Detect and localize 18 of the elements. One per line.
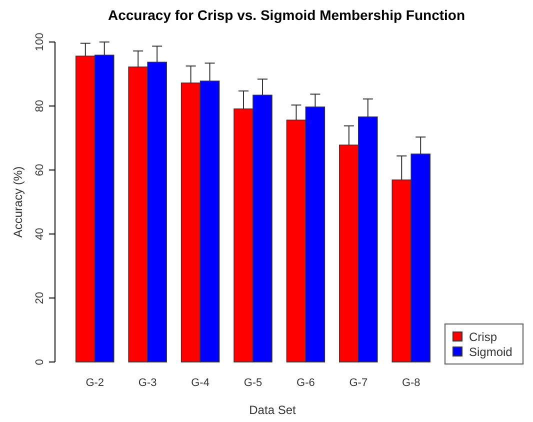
x-tick-label: G-5 (244, 377, 262, 389)
x-tick-label: G-4 (191, 377, 210, 389)
legend-label: Sigmoid (469, 345, 512, 359)
y-axis-title: Accuracy (%) (11, 166, 25, 238)
x-tick-label: G-8 (402, 377, 420, 389)
y-tick-label: 40 (34, 228, 46, 240)
y-tick-label: 0 (34, 358, 46, 366)
chart-title: Accuracy for Crisp vs. Sigmoid Membership Function (108, 7, 466, 23)
y-tick-label: 60 (34, 164, 46, 176)
x-tick-label: G-6 (296, 377, 315, 389)
legend-label: Crisp (469, 330, 498, 344)
x-tick-label: G-3 (138, 377, 157, 389)
y-tick-label: 100 (34, 32, 46, 52)
y-tick-label: 80 (34, 100, 46, 112)
x-tick-label: G-7 (349, 377, 368, 389)
x-tick-label: G-2 (86, 377, 104, 389)
x-axis-title: Data Set (249, 403, 297, 417)
y-tick-label: 20 (34, 292, 46, 304)
